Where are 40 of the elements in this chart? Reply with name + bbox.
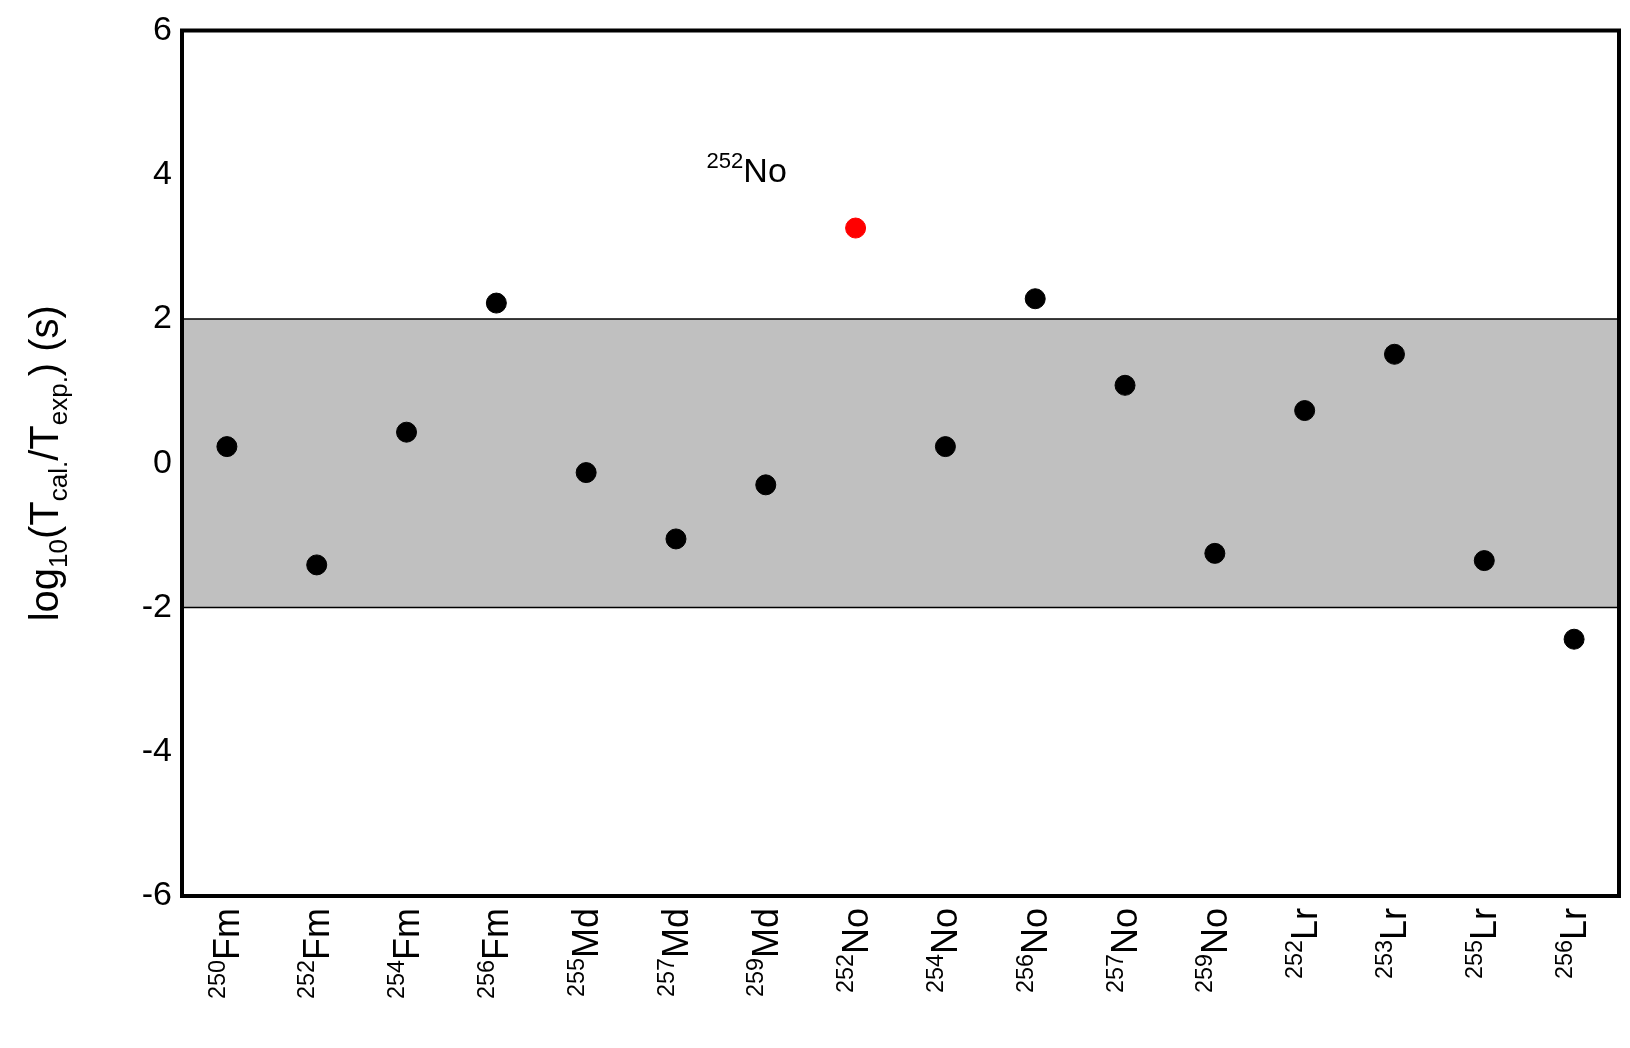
point <box>396 421 418 443</box>
y-tick-label: 0 <box>153 441 172 480</box>
x-tick-label: 252No <box>832 907 876 994</box>
point <box>575 462 597 484</box>
x-tick-label: 255Lr <box>1460 907 1505 980</box>
x-tick-label: 253Lr <box>1371 907 1415 980</box>
point <box>1383 343 1405 365</box>
y-axis-title: log10(Tcal./Texp.) (s) <box>22 305 73 622</box>
x-tick-label: 255Md <box>562 907 607 998</box>
x-tick-label: 252Fm <box>293 907 337 999</box>
x-tick-label: 254No <box>922 907 966 994</box>
x-tick-label: 256No <box>1011 907 1056 994</box>
x-tick-label: 250Fm <box>203 907 247 999</box>
point <box>1114 374 1136 396</box>
x-tick-label: 259No <box>1191 907 1235 994</box>
y-tick-label: -6 <box>141 874 172 913</box>
point <box>845 217 867 239</box>
point <box>934 436 956 458</box>
point <box>1204 542 1226 564</box>
x-tick-label: 252Lr <box>1281 907 1325 980</box>
point <box>1294 400 1316 422</box>
x-tick-label: 256Fm <box>472 907 517 999</box>
y-tick-label: -4 <box>141 730 172 769</box>
point <box>1024 288 1046 310</box>
x-tick-label: 257No <box>1101 907 1146 994</box>
y-tick-label: 4 <box>153 153 172 192</box>
point <box>1473 550 1495 572</box>
y-tick-label: 6 <box>153 8 172 47</box>
point <box>1563 628 1585 650</box>
y-tick-label: -2 <box>141 585 172 624</box>
x-tick-label: 259Md <box>742 907 786 998</box>
point <box>216 436 238 458</box>
x-tick-label: 254Fm <box>383 907 427 999</box>
point <box>755 474 777 496</box>
x-tick-label: 256Lr <box>1550 907 1595 980</box>
x-tick-label: 257Md <box>652 907 696 998</box>
point <box>306 554 328 576</box>
point <box>485 292 507 314</box>
y-tick-label: 2 <box>153 297 172 336</box>
point <box>665 528 687 550</box>
